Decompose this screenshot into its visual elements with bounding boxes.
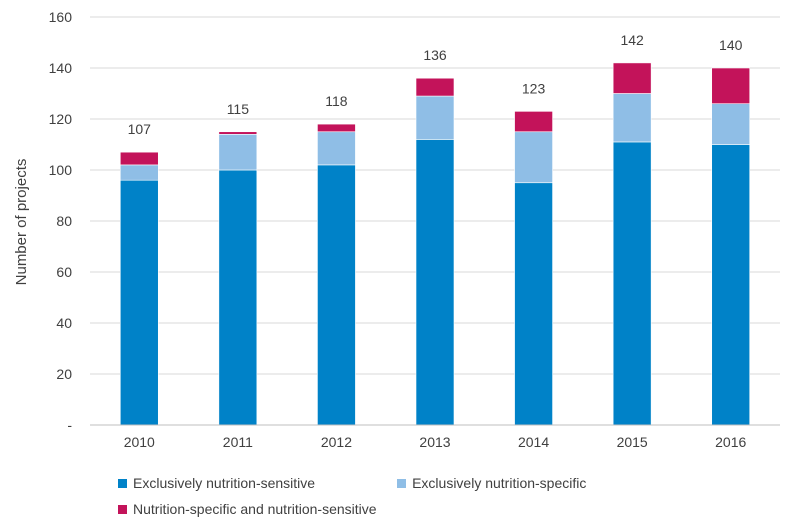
bar-segment-2013-0 — [415, 139, 455, 426]
legend-swatch-both — [118, 504, 127, 514]
bar-segment-2014-1 — [514, 131, 553, 184]
y-axis-label: Number of projects — [13, 159, 30, 286]
legend: Exclusively nutrition-sensitive Exclusiv… — [118, 468, 758, 524]
bar-segment-2010-2 — [119, 151, 159, 166]
y-tick-label: 160 — [49, 9, 73, 25]
legend-item-specific: Exclusively nutrition-specific — [397, 475, 586, 491]
bar-segment-2010-0 — [119, 179, 159, 426]
legend-label-both: Nutrition-specific and nutrition-sensiti… — [133, 501, 377, 517]
bar-segment-2012-1 — [317, 131, 356, 166]
bar-segment-2014-0 — [514, 182, 553, 426]
x-tick-label-2013: 2013 — [419, 434, 450, 450]
bar-segment-2015-0 — [612, 141, 652, 426]
x-tick-label-2011: 2011 — [223, 434, 253, 450]
bar-segment-2011-2 — [218, 131, 258, 135]
bar-segment-2013-1 — [415, 95, 455, 140]
bar-segment-2015-2 — [612, 62, 652, 94]
bars — [119, 62, 751, 426]
legend-swatch-sensitive — [118, 478, 127, 488]
y-tick-label: 140 — [49, 60, 73, 76]
x-tick-label-2014: 2014 — [518, 434, 549, 450]
total-label-2012: 118 — [325, 93, 348, 109]
bar-segment-2012-0 — [317, 164, 356, 426]
x-tick-label-2010: 2010 — [124, 434, 155, 450]
legend-label-sensitive: Exclusively nutrition-sensitive — [133, 475, 316, 491]
legend-row-1: Exclusively nutrition-sensitive Exclusiv… — [118, 468, 758, 498]
y-tick-label: 60 — [56, 264, 72, 280]
total-labels: 107 115 118 136 123 142 140 — [128, 32, 743, 137]
bar-segment-2014-2 — [514, 111, 553, 133]
total-label-2010: 107 — [128, 121, 152, 137]
legend-label-specific: Exclusively nutrition-specific — [412, 475, 587, 491]
x-tick-label-2015: 2015 — [617, 434, 648, 450]
bar-segment-2011-0 — [218, 169, 258, 426]
x-tick-label-2012: 2012 — [321, 434, 352, 450]
bar-segment-2012-2 — [317, 123, 356, 133]
bar-segment-2016-0 — [711, 144, 751, 426]
bar-segment-2015-1 — [612, 93, 652, 143]
y-tick-label: 120 — [49, 111, 73, 127]
legend-row-2: Nutrition-specific and nutrition-sensiti… — [118, 494, 758, 524]
x-tick-label-2016: 2016 — [715, 434, 746, 450]
total-label-2016: 140 — [719, 37, 743, 53]
y-tick-label: 20 — [56, 366, 72, 382]
bar-segment-2010-1 — [119, 164, 159, 181]
y-tick-label: 80 — [56, 213, 72, 229]
legend-item-both: Nutrition-specific and nutrition-sensiti… — [118, 501, 377, 517]
total-label-2014: 123 — [522, 80, 546, 96]
y-tick-label: 40 — [56, 315, 72, 331]
total-label-2015: 142 — [620, 32, 644, 48]
bar-segment-2013-2 — [415, 77, 455, 97]
y-tick-label: - — [67, 417, 72, 433]
bar-segment-2011-1 — [218, 134, 258, 171]
total-label-2013: 136 — [423, 47, 447, 63]
y-axis-ticks: - 20 40 60 80 100 120 140 160 — [49, 9, 73, 433]
bar-segment-2016-1 — [711, 103, 751, 145]
y-tick-label: 100 — [49, 162, 73, 178]
legend-swatch-specific — [397, 478, 407, 488]
total-label-2011: 115 — [227, 101, 250, 117]
legend-item-sensitive: Exclusively nutrition-sensitive — [118, 475, 315, 491]
x-axis-ticks: 2010 2011 2012 2013 2014 2015 2016 — [124, 434, 747, 450]
bar-segment-2016-2 — [711, 67, 751, 105]
